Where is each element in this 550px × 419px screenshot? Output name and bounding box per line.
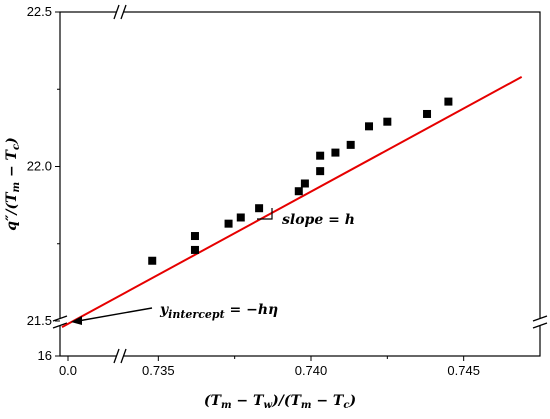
data-point xyxy=(444,97,453,106)
y-break-left xyxy=(52,315,68,329)
data-point xyxy=(383,117,392,126)
x-axis-title: (Tm − Tw)/(Tm − Tc) xyxy=(204,393,356,411)
slope-triangle xyxy=(257,208,273,220)
data-point xyxy=(148,256,157,265)
intercept-arrow-line xyxy=(77,307,153,322)
data-point xyxy=(236,213,245,222)
y-axis-title: q″/(Tm − Tc) xyxy=(4,137,22,230)
data-point xyxy=(331,148,340,157)
y-axis-ticks: 16 21.5 22.0 22.5 xyxy=(27,4,60,363)
intercept-label: yintercept = −hη xyxy=(159,302,278,321)
data-point xyxy=(316,151,325,160)
y-tick-label: 21.5 xyxy=(27,313,52,328)
x-break-top xyxy=(113,4,127,20)
y-break-right xyxy=(532,315,548,329)
data-point xyxy=(346,140,355,149)
x-tick-label: 0.740 xyxy=(295,363,328,378)
x-axis-ticks: 0.0 0.735 0.740 0.745 xyxy=(59,356,480,378)
data-point xyxy=(423,109,432,118)
x-break-bottom xyxy=(113,348,127,364)
intercept-arrow-head xyxy=(71,316,82,325)
data-point xyxy=(190,232,199,241)
x-tick-label: 0.745 xyxy=(447,363,480,378)
slope-label: slope = h xyxy=(282,212,355,228)
y-tick-label: 22.5 xyxy=(27,4,52,19)
fit-line xyxy=(61,76,523,329)
plot-frame xyxy=(59,11,541,357)
data-points xyxy=(148,97,453,265)
data-point xyxy=(316,167,325,176)
data-point xyxy=(190,245,199,254)
data-point xyxy=(255,204,264,213)
axis-break-marks xyxy=(52,4,548,364)
y-tick-label: 22.0 xyxy=(27,159,52,174)
data-point xyxy=(365,122,374,131)
data-point xyxy=(300,179,309,188)
x-tick-label: 0.735 xyxy=(142,363,175,378)
data-point xyxy=(224,219,233,228)
y-tick-label: 16 xyxy=(38,348,52,363)
x-tick-label: 0.0 xyxy=(59,363,77,378)
data-point xyxy=(294,187,303,196)
